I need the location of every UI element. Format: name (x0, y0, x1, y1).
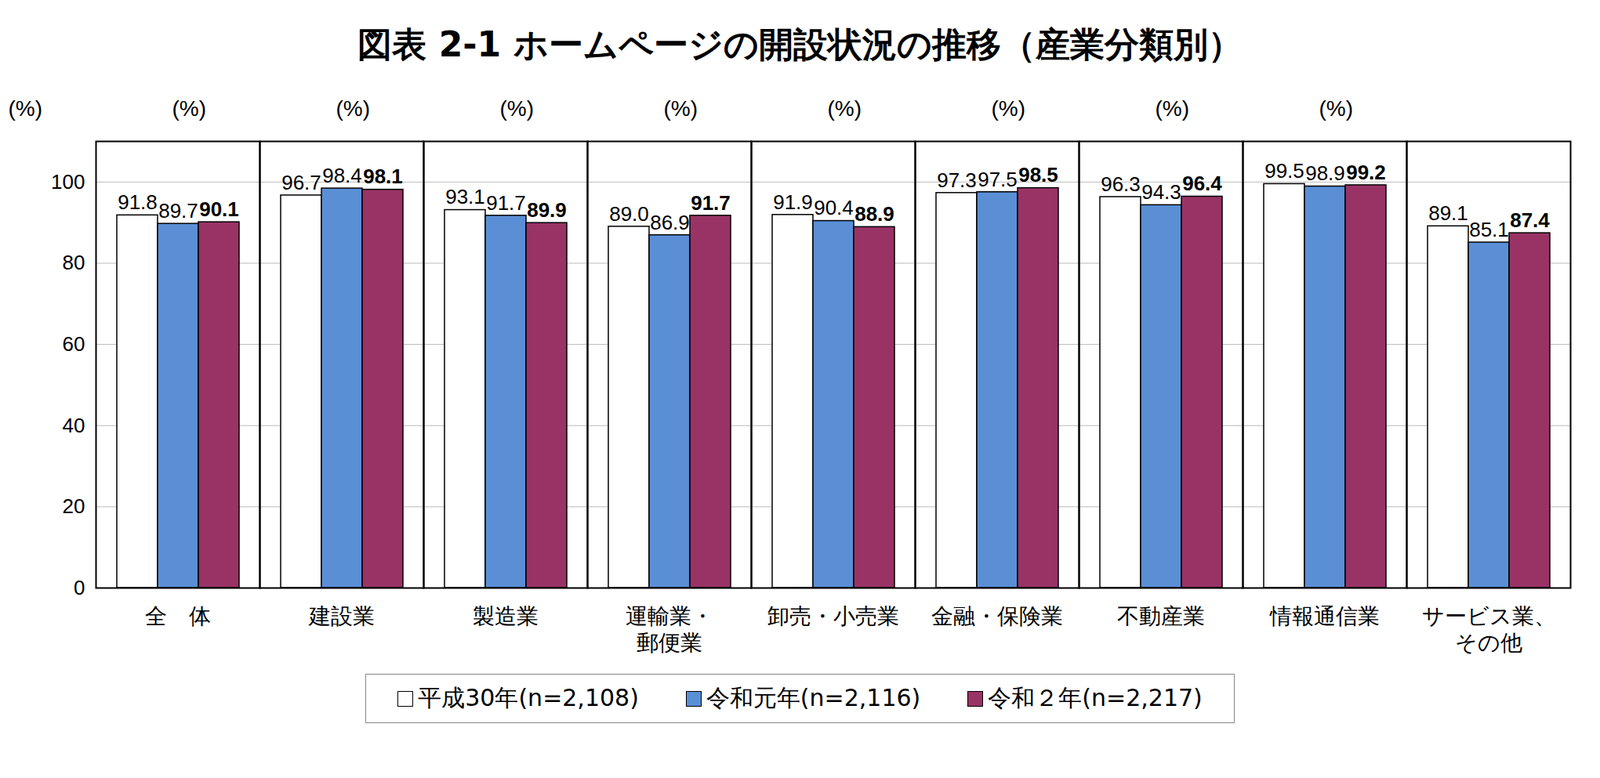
svg-text:(%): (%) (663, 96, 699, 121)
svg-text:不動産業: 不動産業 (1117, 603, 1205, 630)
svg-text:(%): (%) (827, 96, 863, 121)
svg-text:91.9: 91.9 (772, 190, 813, 215)
svg-text:100: 100 (50, 170, 85, 194)
svg-text:(%): (%) (500, 96, 535, 121)
svg-text:卸売・小売業: 卸売・小売業 (767, 603, 900, 630)
svg-text:(%): (%) (8, 96, 44, 121)
svg-text:89.9: 89.9 (526, 198, 567, 222)
svg-text:91.7: 91.7 (690, 191, 731, 215)
svg-text:87.4: 87.4 (1509, 208, 1550, 233)
html-text:令和２年(n=2,217): 令和２年(n=2,217) (987, 684, 1203, 712)
svg-text:89.7: 89.7 (158, 199, 199, 223)
svg-text:97.3: 97.3 (936, 168, 977, 193)
svg-text:(%): (%) (1155, 96, 1191, 121)
svg-text:89.1: 89.1 (1428, 201, 1469, 225)
svg-text:91.7: 91.7 (486, 191, 527, 215)
svg-text:98.9: 98.9 (1305, 161, 1346, 186)
svg-text:97.5: 97.5 (977, 167, 1018, 192)
svg-text:0: 0 (73, 576, 85, 600)
svg-text:98.5: 98.5 (1018, 163, 1059, 187)
svg-text:(%): (%) (336, 96, 371, 121)
svg-text:(%): (%) (172, 96, 207, 121)
svg-text:96.7: 96.7 (281, 170, 322, 195)
svg-text:98.4: 98.4 (322, 163, 363, 188)
svg-text:90.1: 90.1 (199, 197, 240, 222)
svg-text:89.0: 89.0 (609, 202, 650, 226)
svg-text:製造業: 製造業 (472, 603, 539, 630)
html-text:図表 2-1 ホームページの開設状況の推移（産業分類別）: 図表 2-1 ホームページの開設状況の推移（産業分類別） (357, 24, 1243, 65)
svg-text:金融・保険業: 金融・保険業 (931, 603, 1064, 630)
svg-text:85.1: 85.1 (1469, 217, 1510, 242)
svg-text:99.2: 99.2 (1346, 160, 1386, 185)
svg-text:20: 20 (62, 494, 86, 519)
svg-text:93.1: 93.1 (445, 185, 486, 209)
svg-text:80: 80 (62, 250, 86, 275)
svg-text:91.8: 91.8 (117, 190, 158, 215)
svg-text:90.4: 90.4 (813, 195, 854, 220)
svg-text:60: 60 (62, 332, 86, 356)
svg-text:86.9: 86.9 (649, 210, 690, 235)
html-text:令和元年(n=2,116): 令和元年(n=2,116) (706, 684, 921, 712)
svg-text:建設業: 建設業 (308, 603, 375, 630)
svg-text:94.3: 94.3 (1141, 180, 1182, 204)
svg-text:96.4: 96.4 (1182, 171, 1223, 196)
svg-text:情報通信業: 情報通信業 (1269, 603, 1380, 630)
svg-text:全 体: 全 体 (145, 603, 211, 630)
svg-text:88.9: 88.9 (854, 202, 895, 226)
svg-text:96.3: 96.3 (1100, 172, 1141, 196)
svg-text:99.5: 99.5 (1264, 159, 1305, 183)
html-text:平成30年(n=2,108): 平成30年(n=2,108) (417, 684, 639, 712)
svg-text:40: 40 (62, 413, 86, 438)
svg-text:98.1: 98.1 (362, 164, 403, 189)
svg-text:(%): (%) (1319, 96, 1354, 121)
svg-text:運輸業・郵便業: 運輸業・郵便業 (625, 603, 714, 657)
svg-text:サービス業、その他: サービス業、その他 (1422, 603, 1557, 657)
svg-text:(%): (%) (991, 96, 1027, 121)
